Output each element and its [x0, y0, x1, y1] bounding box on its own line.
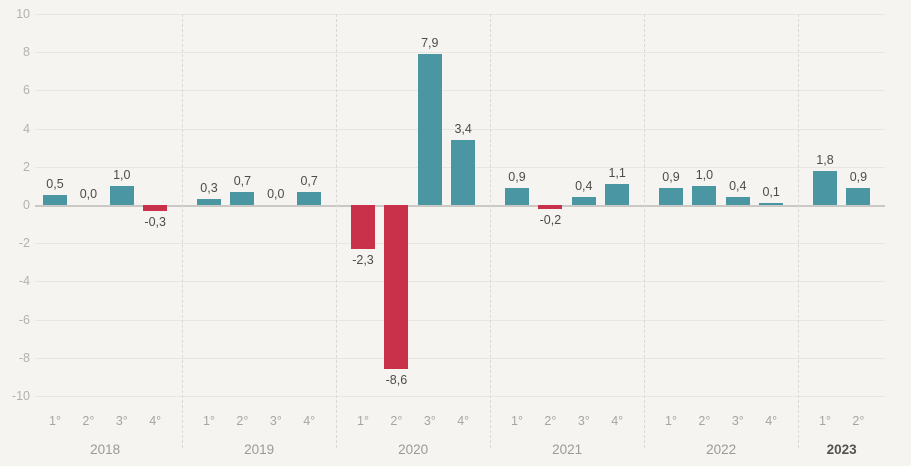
bar-2022-q1[interactable] [659, 187, 683, 205]
gridline-y--2 [35, 243, 885, 245]
x-axis-quarter-label: 4° [611, 414, 624, 428]
bar-value-label: 1,8 [816, 152, 834, 167]
x-axis-quarter-label: 2° [236, 414, 249, 428]
x-axis-quarter-label: 1° [819, 414, 831, 428]
x-axis-quarter-label: 1° [511, 414, 523, 428]
bar-2018-q1[interactable] [43, 195, 67, 205]
bar-2021-q1[interactable] [505, 187, 529, 205]
bar-2021-q3[interactable] [571, 197, 596, 205]
bar-2020-q4[interactable] [451, 140, 476, 205]
bar-value-label: 0,4 [575, 179, 593, 194]
bar-value-label: 0,3 [200, 181, 218, 196]
y-axis-tick-label: -4 [18, 274, 30, 289]
year-separator-line [490, 14, 492, 448]
x-axis-quarter-label: 3° [115, 414, 128, 428]
bar-value-label: 7,9 [421, 36, 439, 51]
gridline-y--4 [35, 281, 885, 283]
gridline-y--6 [35, 319, 885, 321]
x-axis-year-label-2023: 2023 [826, 442, 857, 457]
y-axis-tick-label: 10 [16, 7, 30, 21]
y-axis-tick-label: -10 [11, 389, 30, 403]
x-axis-year-label-2019: 2019 [244, 442, 275, 457]
y-axis-tick-label: 2 [23, 159, 30, 174]
gridline-y-6 [35, 90, 885, 92]
y-axis-tick-label: -8 [18, 350, 30, 365]
bar-2020-q2[interactable] [384, 205, 409, 370]
x-axis-quarter-label: 2° [852, 414, 865, 428]
year-separator-line [336, 14, 338, 448]
x-axis-year-label-2021: 2021 [552, 442, 583, 457]
y-axis-tick-label: -6 [18, 312, 30, 327]
bar-2018-q4[interactable] [143, 205, 168, 211]
bar-2020-q1[interactable] [351, 205, 375, 249]
x-axis-quarter-label: 3° [731, 414, 744, 428]
x-axis-year-label-2020: 2020 [398, 442, 429, 457]
year-separator-line [644, 14, 646, 448]
x-axis-quarter-label: 2° [698, 414, 711, 428]
bar-2020-q3[interactable] [417, 54, 442, 205]
gridline-y-10 [35, 14, 885, 15]
bar-value-label: 1,0 [695, 167, 714, 182]
x-axis-quarter-label: 3° [269, 414, 282, 428]
bar-value-label: -8,6 [385, 373, 408, 388]
x-axis-year-label-2022: 2022 [706, 442, 737, 457]
year-separator-line [182, 14, 184, 448]
bar-2023-q1[interactable] [813, 170, 837, 205]
bar-2019-q4[interactable] [297, 191, 322, 205]
y-axis-tick-label: 6 [23, 83, 30, 98]
bar-value-label: 0,5 [46, 177, 64, 192]
bar-2019-q2[interactable] [230, 191, 255, 205]
gridline-y--10 [35, 396, 885, 397]
bar-value-label: 0,9 [662, 169, 680, 184]
bar-2019-q1[interactable] [197, 199, 221, 205]
bar-value-label: 0,0 [79, 187, 98, 201]
bar-value-label: 0,7 [233, 173, 252, 188]
bar-2022-q4[interactable] [759, 203, 784, 205]
x-axis-quarter-label: 2° [82, 414, 95, 428]
x-axis-quarter-label: 1° [357, 414, 369, 428]
gridline-y-4 [35, 128, 885, 130]
x-axis-quarter-label: 2° [390, 414, 403, 428]
bar-value-label: 1,1 [608, 165, 626, 180]
bar-value-label: 0,4 [729, 179, 747, 194]
bar-2023-q2[interactable] [846, 187, 871, 205]
bar-value-label: -2,3 [352, 252, 374, 267]
x-axis-quarter-label: 4° [303, 414, 316, 428]
year-separator-line [798, 14, 800, 448]
x-axis-quarter-label: 2° [544, 414, 557, 428]
bar-2021-q4[interactable] [605, 183, 630, 205]
bar-2018-q3[interactable] [109, 185, 134, 205]
x-axis-quarter-label: 1° [203, 414, 215, 428]
gridline-y-8 [35, 52, 885, 54]
bar-value-label: 3,4 [454, 122, 472, 137]
x-axis-quarter-label: 4° [149, 414, 162, 428]
y-axis-tick-label: 0 [23, 198, 30, 212]
y-axis-tick-label: -2 [18, 236, 30, 251]
x-axis-year-label-2018: 2018 [90, 442, 121, 457]
x-axis-quarter-label: 4° [765, 414, 778, 428]
bar-value-label: 0,7 [300, 173, 318, 188]
bar-value-label: 1,0 [113, 167, 131, 182]
bar-value-label: 0,9 [849, 169, 868, 184]
y-axis-tick-label: 4 [23, 121, 30, 136]
x-axis-quarter-label: 4° [457, 414, 470, 428]
bar-value-label: 0,0 [267, 187, 285, 201]
zero-line [35, 204, 885, 207]
bar-2021-q2[interactable] [538, 205, 563, 209]
bar-value-label: -0,3 [144, 214, 166, 229]
x-axis-quarter-label: 3° [423, 414, 436, 428]
x-axis-quarter-label: 3° [577, 414, 590, 428]
bar-2022-q2[interactable] [692, 185, 717, 205]
bar-value-label: 0,9 [508, 169, 526, 184]
bar-value-label: 0,1 [762, 185, 780, 200]
bar-2022-q3[interactable] [725, 197, 750, 205]
x-axis-quarter-label: 1° [665, 414, 677, 428]
x-axis-quarter-label: 1° [49, 414, 61, 428]
gridline-y--8 [35, 357, 885, 359]
bar-value-label: -0,2 [539, 212, 562, 227]
y-axis-tick-label: 8 [23, 45, 30, 60]
